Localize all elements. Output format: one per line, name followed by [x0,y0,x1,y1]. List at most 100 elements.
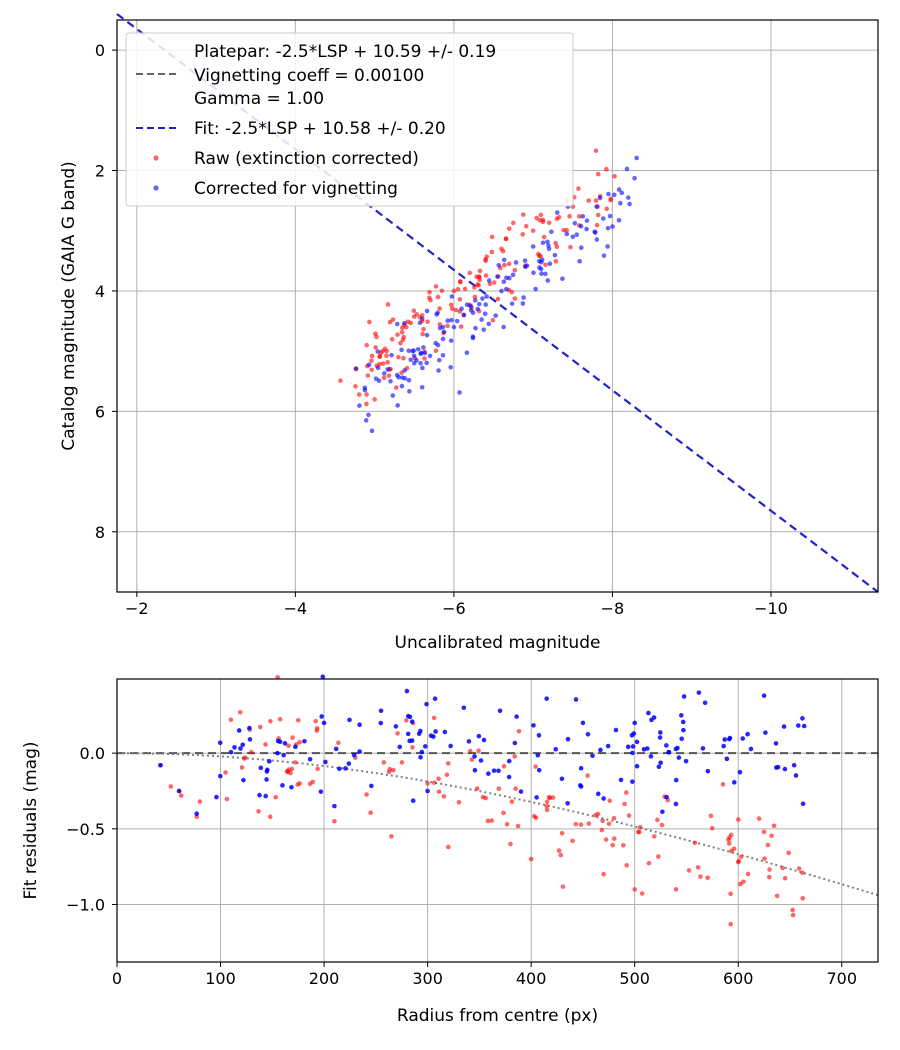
bottom-raw-cloud-point-57 [728,921,734,927]
bottom-corrected-cloud-point-97 [240,742,246,748]
bottom-corrected-cloud-point-109 [775,764,781,770]
bottom-corrected-cloud-point-55 [337,766,342,772]
bottom-corrected-cloud-point-136 [724,756,730,762]
top-raw-cloud-point-24 [472,285,477,290]
bottom-corrected-cloud-point-15 [409,719,415,724]
bottom-corrected-cloud-point-123 [680,719,686,725]
bottom-raw-cloud-point-44 [249,749,254,755]
top-corrected-cloud-point-51 [472,298,478,303]
top-raw-point-3 [419,318,425,324]
top-corrected-point-0 [388,378,393,384]
bottom-raw-cloud-point-119 [731,846,737,852]
bottom-raw-cloud-point-142 [238,709,243,715]
bottom-corrected-cloud-point-128 [282,741,288,746]
top-corrected-cloud-point-148 [616,187,622,192]
top-corrected-point-7 [546,246,552,252]
bottom-raw-cloud-point-1 [544,807,550,813]
bottom-raw-cloud-point-64 [780,865,786,871]
bottom-raw-cloud-point-22 [560,884,566,889]
top-corrected-cloud-point-35 [482,311,488,317]
top-raw-cloud-point-93 [445,323,450,329]
top-y-tick-label-0: 0 [95,41,105,60]
bottom-raw-cloud-point-26 [623,790,629,795]
bottom-raw-cloud-point-96 [762,856,767,861]
top-y-tick-label-2: 4 [95,282,105,301]
bottom-corrected-cloud-point-8 [676,755,682,760]
top-corrected-cloud-point-34 [606,191,611,197]
bottom-corrected-cloud-point-76 [257,792,262,798]
bottom-corrected-cloud-point-129 [293,744,298,750]
bottom-corrected-cloud-point-102 [795,723,801,728]
bottom-corrected-cloud-point-42 [369,783,374,789]
top-raw-cloud-point-52 [506,261,512,267]
top-raw-cloud-point-23 [401,355,406,361]
top-corrected-cloud-point-146 [470,310,476,316]
bottom-corrected-cloud-point-133 [405,713,411,719]
top-raw-cloud-point-76 [380,361,386,366]
bottom-raw-cloud-point-147 [268,718,273,724]
bottom-corrected-cloud-point-144 [416,731,422,736]
top-corrected-cloud-point-145 [504,275,509,281]
top-raw-cloud-point-127 [458,279,463,285]
top-raw-cloud-point-3 [385,359,390,365]
bottom-corrected-cloud-point-145 [793,773,799,778]
bottom-raw-cloud-point-4 [469,757,475,762]
top-raw-cloud-point-108 [554,244,560,250]
bottom-reference-lines [117,752,879,897]
bottom-corrected-cloud-point-131 [407,738,412,744]
bottom-x-tick-label-2: 200 [309,969,340,988]
bottom-corrected-cloud-point-130 [217,740,223,746]
top-corrected-cloud-point-113 [634,155,639,161]
top-x-tick-label-0: −2 [125,599,149,618]
bottom-y-tick-label-0: 0.0 [80,744,105,763]
bottom-corrected-cloud-point-52 [648,754,654,759]
top-corrected-cloud-point-117 [399,383,405,389]
bottom-y-tick-label-2: −1.0 [66,895,105,914]
top-corrected-cloud-point-72 [437,325,443,331]
top-raw-cloud-point-94 [521,212,526,217]
bottom-x-tick-label-1: 100 [205,969,236,988]
bottom-corrected-cloud-point-53 [656,764,662,770]
top-corrected-cloud-point-25 [424,332,430,338]
top-corrected-cloud-point-21 [375,365,381,371]
legend-box [125,32,574,207]
bottom-raw-cloud-point-101 [720,782,726,787]
top-raw-cloud-point-30 [553,240,558,246]
bottom-corrected-cloud-point-103 [681,694,687,699]
bottom-corrected-cloud-point-72 [419,749,425,755]
top-corrected-cloud-point-132 [624,166,630,172]
bottom-raw-cloud-point-27 [622,801,627,807]
top-raw-point-4 [435,294,441,300]
bottom-corrected-cloud-point-111 [424,701,429,707]
top-y-tick-label-4: 8 [95,523,105,542]
bottom-corrected-cloud-point-147 [800,801,806,807]
top-raw-cloud-point-126 [520,232,526,237]
top-corrected-cloud-point-130 [538,266,544,272]
top-corrected-cloud-point-106 [481,327,487,332]
top-corrected-cloud-point-128 [545,239,550,245]
bottom-raw-cloud-point-122 [410,745,415,750]
top-corrected-cloud-point-134 [611,192,617,198]
top-corrected-cloud-point-22 [605,244,610,249]
bottom-raw-cloud-point-83 [228,717,234,723]
bottom-raw-point-16 [735,859,741,865]
bottom-raw-cloud-point-111 [544,799,550,804]
bottom-raw-cloud-point-65 [504,822,510,827]
top-ticks: −2 −4 −6 −8 −10 0 2 4 6 8 [95,41,788,618]
top-corrected-cloud-point-99 [400,375,405,380]
top-corrected-cloud-point-85 [597,195,603,201]
bottom-plot-frame [116,678,879,963]
top-corrected-cloud-point-79 [610,224,615,229]
top-corrected-cloud-point-40 [399,347,404,353]
top-corrected-cloud-point-131 [440,336,446,342]
bottom-corrected-cloud-point-39 [605,743,611,749]
top-corrected-cloud-point-47 [483,302,489,307]
bottom-corrected-cloud-point-120 [573,697,579,702]
top-corrected-cloud-point-66 [424,360,429,366]
legend-gamma-text: Gamma = 1.00 [194,89,324,109]
top-raw-point-0 [372,397,377,402]
top-corrected-cloud-point-143 [584,218,590,223]
bottom-raw-cloud-point-59 [444,772,450,777]
